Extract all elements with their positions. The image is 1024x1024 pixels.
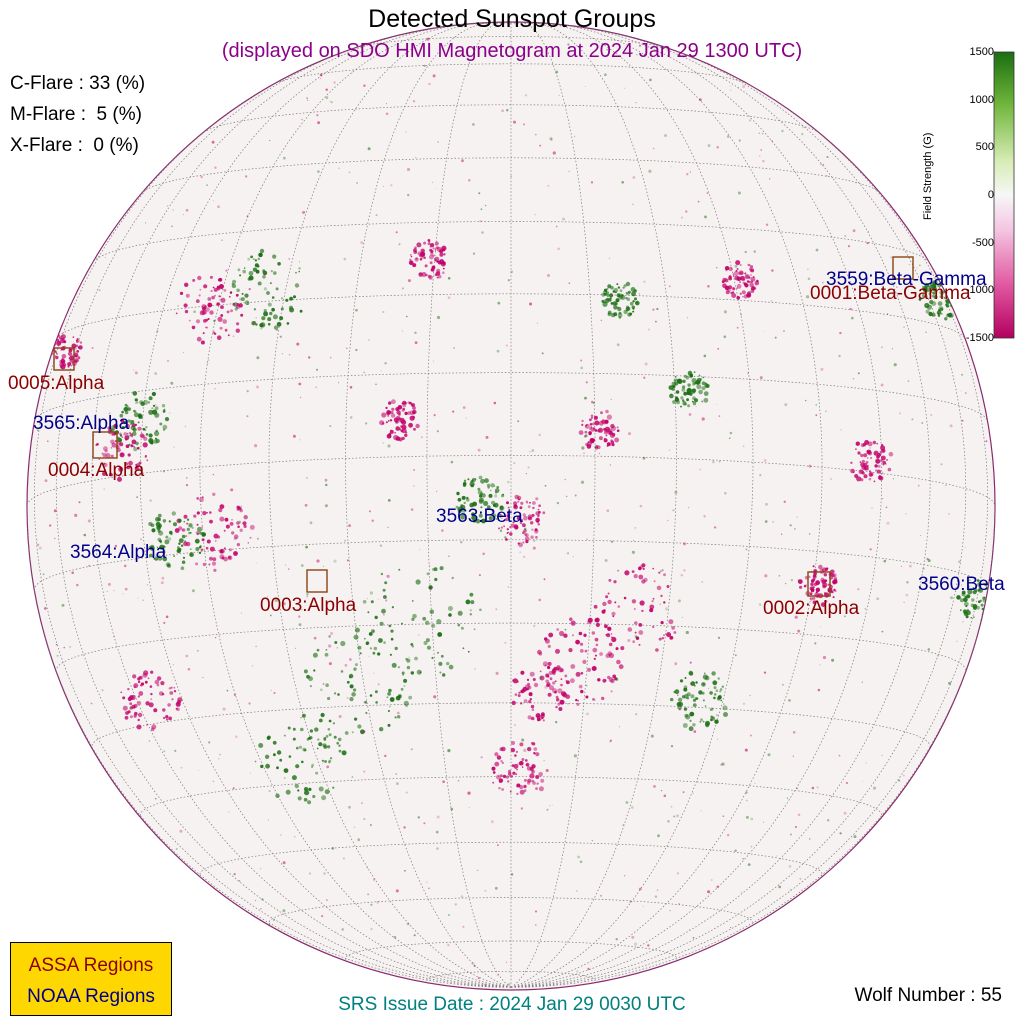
colorbar-tick: -1000 [965,284,994,297]
solar-disk [26,21,996,991]
m-flare-probability: M-Flare : 5 (%) [10,104,142,125]
assa-region-0002: 0002:Alpha [763,598,860,619]
page-title: Detected Sunspot Groups [368,5,656,33]
region-box-0005 [53,347,75,371]
colorbar-label: Field Strength (G) [922,132,934,220]
colorbar-tick: 500 [975,141,994,154]
assa-region-0004: 0004:Alpha [48,460,145,481]
region-box-0001 [892,256,914,280]
noaa-region-3563: 3563:Beta [436,506,523,527]
page-subtitle: (displayed on SDO HMI Magnetogram at 202… [221,40,803,62]
colorbar-tick: 0 [987,189,994,201]
x-flare-probability: X-Flare : 0 (%) [10,135,139,156]
region-box-0003 [306,569,328,593]
colorbar-tick: -500 [971,236,994,249]
srs-issue-date: SRS Issue Date : 2024 Jan 29 0030 UTC [338,994,686,1015]
magnetic-field-patches [36,37,995,987]
colorbar-gradient [993,51,1015,339]
legend-assa-regions: ASSA Regions [28,955,154,976]
noaa-region-3560: 3560:Beta [918,574,1005,595]
assa-region-0005: 0005:Alpha [8,373,105,394]
wolf-number: Wolf Number : 55 [854,985,1002,1006]
region-box-0004 [92,431,118,459]
assa-region-0003: 0003:Alpha [260,595,357,616]
c-flare-probability: C-Flare : 33 (%) [10,73,146,94]
region-legend: ASSA Regions NOAA Regions [10,942,172,1016]
colorbar-tick: 1000 [969,93,994,106]
colorbar: 1500 1000 500 0 -500 -1000 -1500 Field Strengt… [922,40,1024,350]
colorbar-tick: -1500 [965,332,994,344]
noaa-region-3564: 3564:Alpha [70,542,167,563]
noaa-region-3559: 3559:Beta-Gamma [826,269,987,290]
legend-noaa-regions: NOAA Regions [27,986,155,1007]
heliographic-grid [27,22,995,988]
region-box-0002 [807,571,831,597]
region-boxes [53,256,914,597]
colorbar-tick: 1500 [969,46,994,58]
noaa-region-3565: 3565:Alpha [33,413,130,434]
assa-region-0001: 0001:Beta-Gamma [810,283,971,304]
